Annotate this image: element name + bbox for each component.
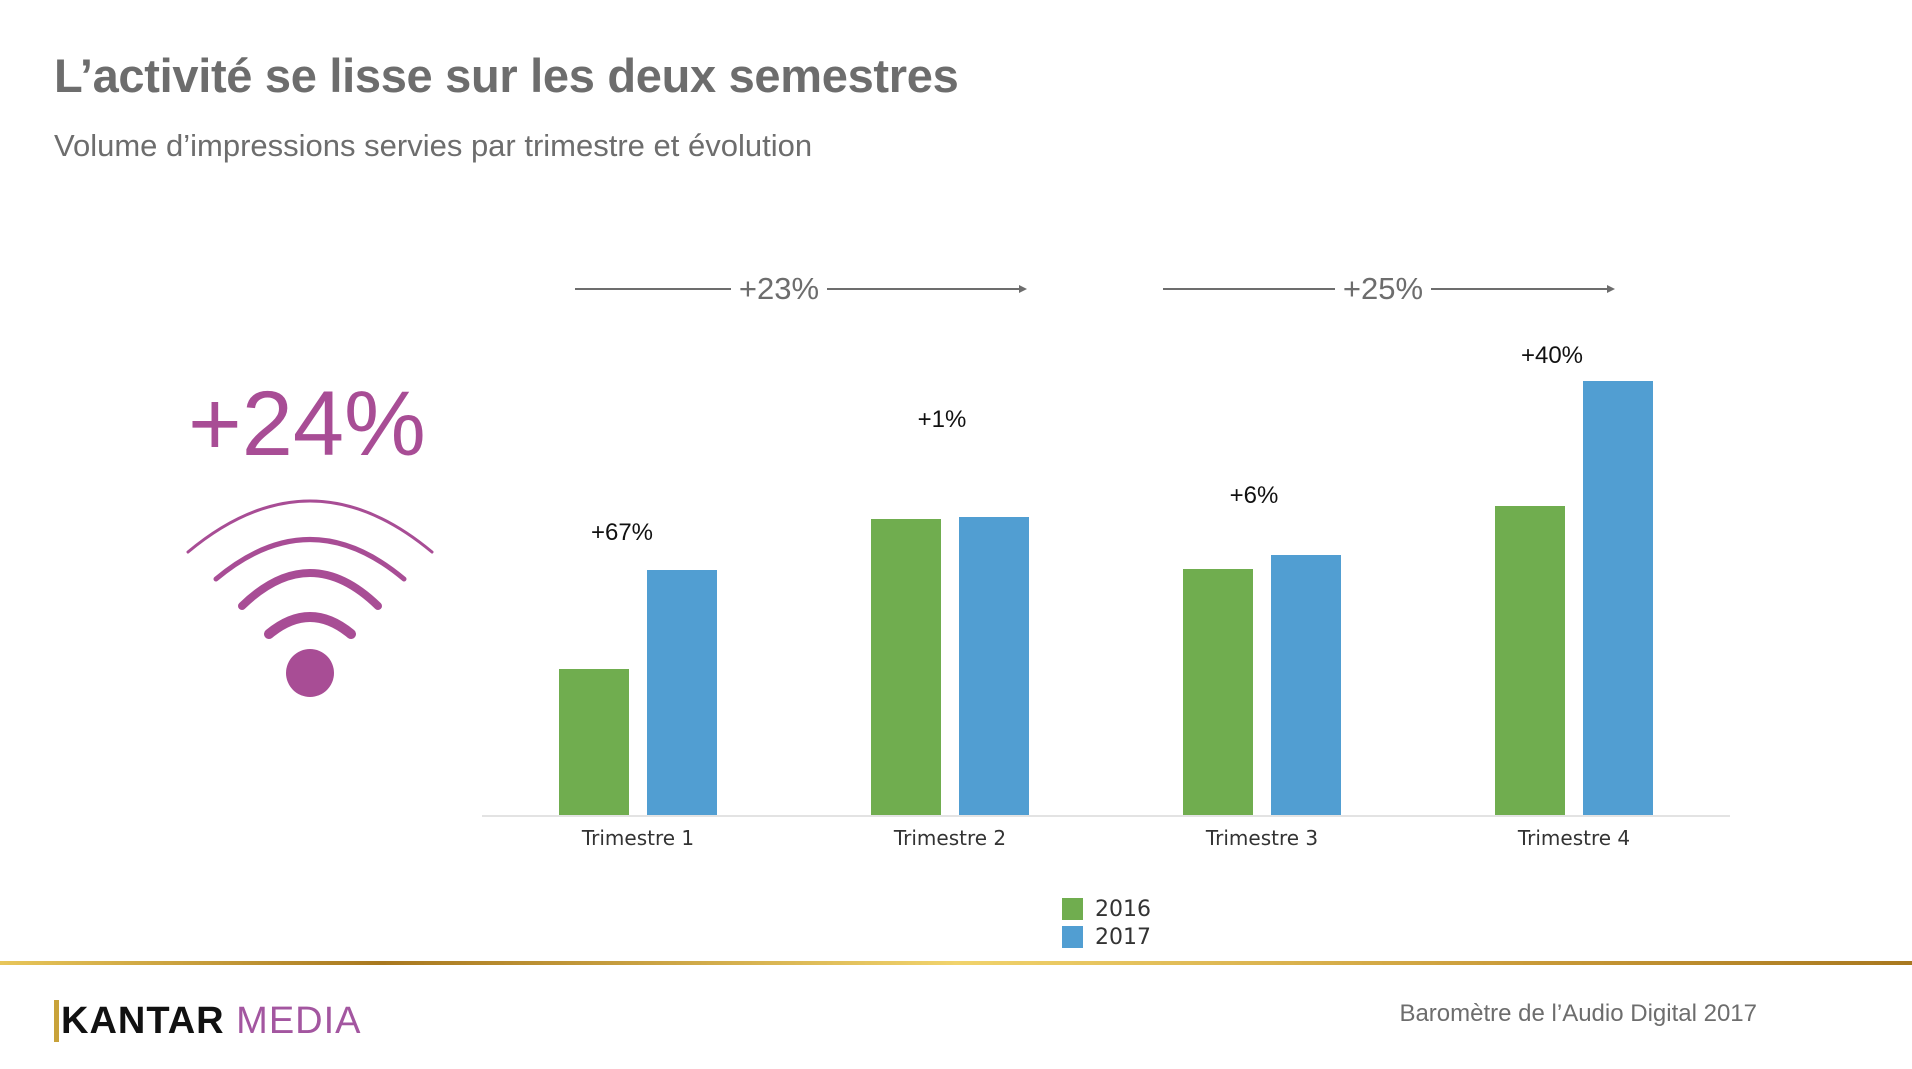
legend-swatch-2017 bbox=[1062, 926, 1083, 948]
bar-2017-q4 bbox=[1583, 381, 1653, 815]
logo-media: MEDIA bbox=[236, 1000, 362, 1042]
semester-growth-label: +23% bbox=[739, 271, 819, 306]
kantar-media-logo: KANTAR MEDIA bbox=[54, 1000, 362, 1043]
bar-chart: Trimestre 1 +67% Trimestre 2 +1% Trimestre 3… bbox=[482, 271, 1730, 850]
footer-divider bbox=[0, 961, 1912, 965]
chart-legend: 2016 2017 bbox=[1062, 895, 1151, 951]
data-label: +6% bbox=[1230, 482, 1279, 509]
wifi-arc-3 bbox=[213, 537, 407, 582]
data-label: +40% bbox=[1521, 342, 1583, 369]
bar-2017-q2 bbox=[959, 517, 1029, 815]
footer-source: Baromètre de l’Audio Digital 2017 bbox=[1399, 1000, 1757, 1027]
bar-2016-q2 bbox=[871, 519, 941, 815]
x-tick-label: Trimestre 3 bbox=[1205, 826, 1318, 850]
x-tick-label: Trimestre 4 bbox=[1517, 826, 1630, 850]
wifi-arc-2 bbox=[238, 569, 382, 610]
legend-swatch-2016 bbox=[1062, 898, 1083, 920]
wifi-dot bbox=[286, 649, 334, 697]
arrow-head-icon bbox=[1019, 285, 1027, 293]
semester-growth-label: +25% bbox=[1343, 271, 1423, 306]
page-subtitle: Volume d’impressions servies par trimest… bbox=[54, 128, 813, 163]
bar-2017-q1 bbox=[647, 570, 717, 815]
legend-item-2017: 2017 bbox=[1062, 923, 1151, 951]
legend-label: 2016 bbox=[1095, 896, 1151, 922]
wifi-arc-outer bbox=[186, 499, 434, 554]
wifi-icon bbox=[186, 499, 434, 697]
bar-2016-q4 bbox=[1495, 506, 1565, 815]
data-label: +1% bbox=[918, 406, 967, 433]
legend-label: 2017 bbox=[1095, 924, 1151, 950]
arrow-head-icon bbox=[1607, 285, 1615, 293]
bar-2016-q1 bbox=[559, 669, 629, 815]
data-label: +67% bbox=[591, 519, 653, 546]
logo-kantar: KANTAR bbox=[54, 1000, 225, 1042]
bar-2016-q3 bbox=[1183, 569, 1253, 815]
wifi-arc-1 bbox=[264, 612, 356, 639]
total-growth-value: +24% bbox=[188, 373, 426, 475]
x-tick-label: Trimestre 1 bbox=[581, 826, 694, 850]
bar-2017-q3 bbox=[1271, 555, 1341, 815]
x-tick-label: Trimestre 2 bbox=[893, 826, 1006, 850]
page-title: L’activité se lisse sur les deux semestr… bbox=[54, 49, 959, 102]
legend-item-2016: 2016 bbox=[1062, 895, 1151, 923]
